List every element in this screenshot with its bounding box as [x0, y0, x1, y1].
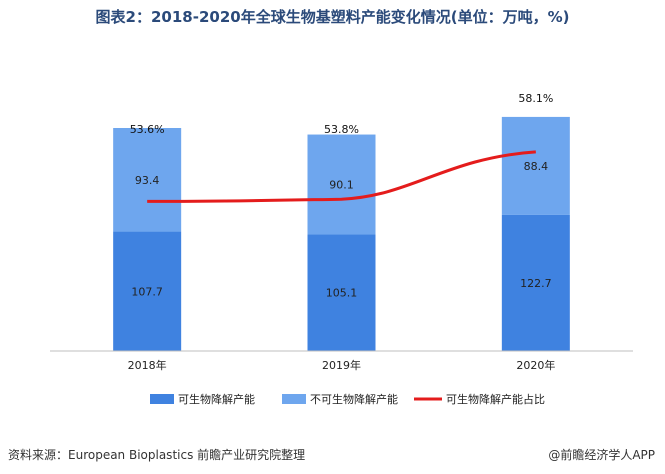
value-label: 105.1: [326, 287, 358, 300]
source-note: 资料来源：European Bioplastics 前瞻产业研究院整理: [8, 448, 306, 462]
percent-labels: 53.6% 53.8% 58.1%: [130, 92, 554, 136]
legend-share-line: 可生物降解产能占比: [414, 392, 545, 406]
bar-biodegradable-0: [113, 231, 182, 351]
value-label: 90.1: [329, 178, 354, 191]
x-tick-label: 2019年: [322, 358, 361, 372]
legend-non-biodegradable: 不可生物降解产能: [282, 392, 398, 406]
value-label: 88.4: [524, 160, 549, 173]
legend-biodegradable: 可生物降解产能: [150, 392, 255, 406]
percent-label: 53.6%: [130, 123, 165, 136]
bar-biodegradable-1: [307, 234, 376, 351]
legend-non-biodegradable-swatch: [282, 394, 306, 404]
legend-non-biodegradable-label: 不可生物降解产能: [310, 392, 398, 406]
bar-non-biodegradable-0: [113, 127, 182, 232]
percent-label: 58.1%: [518, 92, 553, 105]
brand-note: @前瞻经济学人APP: [548, 448, 655, 462]
legend: 可生物降解产能 不可生物降解产能 可生物降解产能占比: [150, 392, 545, 406]
bar-biodegradable-2: [501, 214, 570, 351]
x-tick-label: 2020年: [516, 358, 555, 372]
chart-title: 图表2：2018-2020年全球生物基塑料产能变化情况(单位：万吨，%): [95, 8, 570, 26]
share-line: [147, 150, 536, 203]
percent-label: 53.8%: [324, 123, 359, 136]
bars-layer: [113, 116, 570, 351]
x-tick-labels: 2018年 2019年 2020年: [128, 358, 556, 372]
value-label: 122.7: [520, 277, 552, 290]
stacked-bar-chart: 2018年 2019年 2020年 107.7 93.4 105.1 90.1 122.7 8…: [50, 92, 633, 406]
value-label: 107.7: [131, 285, 163, 298]
bar-non-biodegradable-1: [307, 134, 376, 235]
value-label: 93.4: [135, 174, 160, 187]
bar-non-biodegradable-2: [501, 116, 570, 215]
x-tick-label: 2018年: [128, 358, 167, 372]
legend-share-line-label: 可生物降解产能占比: [446, 392, 545, 406]
value-labels: 107.7 93.4 105.1 90.1 122.7 88.4: [131, 160, 551, 300]
legend-biodegradable-label: 可生物降解产能: [178, 392, 255, 406]
legend-biodegradable-swatch: [150, 394, 174, 404]
